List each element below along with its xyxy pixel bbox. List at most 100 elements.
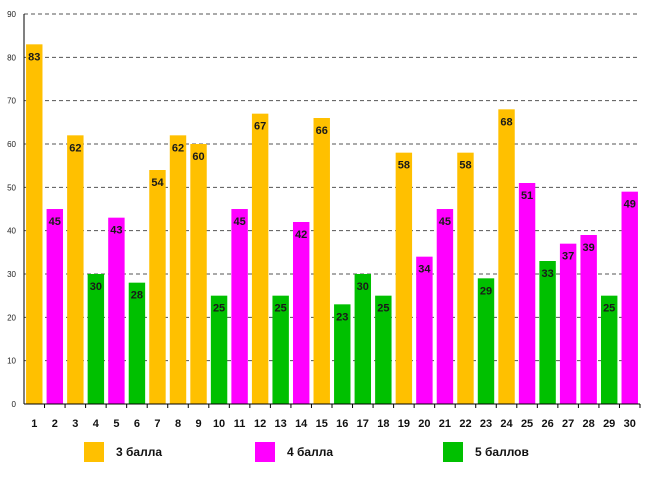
data-label: 58	[398, 160, 410, 172]
bar	[128, 282, 146, 404]
bar	[498, 109, 515, 404]
y-tick-label: 50	[7, 183, 16, 192]
bar	[621, 191, 638, 404]
x-tick-label: 15	[316, 418, 328, 430]
data-label: 30	[357, 281, 369, 293]
data-label: 54	[151, 177, 164, 189]
bar	[87, 274, 105, 404]
data-label: 66	[316, 125, 328, 137]
bar	[580, 235, 597, 404]
bar	[457, 152, 474, 404]
bar	[149, 170, 166, 404]
data-label: 33	[541, 268, 553, 280]
y-tick-label: 20	[7, 313, 16, 322]
legend-swatch-5	[443, 442, 463, 462]
x-tick-label: 24	[500, 418, 513, 430]
x-tick-label: 10	[213, 418, 225, 430]
bar	[251, 113, 269, 405]
x-tick-label: 11	[234, 418, 246, 430]
data-label: 28	[131, 290, 143, 302]
y-tick-label: 90	[7, 10, 16, 19]
x-tick-label: 12	[254, 418, 266, 430]
data-label: 49	[624, 199, 636, 211]
bar	[559, 243, 577, 404]
x-tick-label: 5	[113, 418, 119, 430]
y-tick-label: 30	[7, 270, 16, 279]
bar	[210, 295, 228, 404]
bar	[108, 217, 125, 404]
data-label: 51	[521, 190, 533, 202]
x-tick-label: 25	[521, 418, 533, 430]
legend-item-5: 5 баллов	[443, 440, 529, 464]
bar	[600, 295, 618, 404]
x-tick-label: 9	[195, 418, 201, 430]
legend-item-3: 3 балла	[84, 440, 162, 464]
bar	[272, 295, 289, 404]
data-label: 45	[439, 216, 451, 228]
data-label: 30	[90, 281, 102, 293]
bar	[375, 295, 392, 404]
x-tick-label: 30	[624, 418, 636, 430]
x-tick-label: 8	[175, 418, 181, 430]
x-tick-label: 22	[459, 418, 471, 430]
data-labels: 83 45 62 30 43 28 54 62 60 25 45 67 25 42 66 23 30 25 58 34…	[28, 51, 636, 323]
data-label: 42	[295, 229, 307, 241]
x-tick-label: 27	[562, 418, 574, 430]
data-label: 62	[172, 142, 184, 154]
data-label: 23	[336, 311, 348, 323]
x-tick-label: 2	[52, 418, 58, 430]
x-tick-label: 7	[154, 418, 160, 430]
data-label: 68	[500, 116, 512, 128]
x-tick-label: 26	[541, 418, 553, 430]
bar	[539, 261, 556, 404]
data-label: 37	[562, 251, 574, 263]
data-label: 62	[69, 142, 81, 154]
x-tick-label: 4	[93, 418, 100, 430]
y-tick-label: 80	[7, 53, 16, 62]
data-label: 43	[110, 225, 122, 237]
data-label: 25	[603, 303, 615, 315]
bar	[477, 278, 495, 404]
x-tick-label: 13	[275, 418, 287, 430]
legend-swatch-3	[84, 442, 104, 462]
bar	[416, 256, 433, 404]
bar	[313, 118, 330, 404]
data-label: 25	[213, 303, 225, 315]
data-label: 25	[377, 303, 389, 315]
data-label: 45	[49, 216, 61, 228]
x-tick-label: 1	[31, 418, 37, 430]
bar	[46, 209, 64, 404]
x-tick-label: 21	[439, 418, 451, 430]
y-tick-label: 70	[7, 97, 16, 106]
x-tick-label: 23	[480, 418, 492, 430]
gridlines	[24, 13, 640, 362]
x-axis-ticks: 1 2 3 4 5 6 7 8 9 10 11 12 13 14 15 16 17 18 19 20 21 22 23 24 2…	[31, 404, 641, 430]
bar	[436, 209, 454, 404]
data-label: 58	[459, 160, 471, 172]
x-tick-label: 28	[583, 418, 595, 430]
x-tick-label: 18	[377, 418, 389, 430]
legend-label-5: 5 баллов	[475, 445, 529, 459]
bar	[169, 135, 187, 405]
data-label: 25	[275, 303, 287, 315]
bar	[292, 222, 310, 404]
bar	[518, 183, 536, 404]
legend-label-3: 3 балла	[116, 445, 163, 459]
x-tick-label: 3	[72, 418, 78, 430]
bar	[67, 135, 84, 405]
bar	[26, 44, 43, 404]
data-label: 29	[480, 285, 492, 297]
bar	[231, 209, 248, 404]
legend-swatch-4	[255, 442, 275, 462]
y-axis-ticks: 0 10 20 30 40 50 60 70 80 90	[7, 10, 16, 409]
legend-item-4: 4 балла	[255, 440, 333, 464]
bar	[190, 144, 207, 404]
bar	[334, 304, 351, 404]
x-tick-label: 29	[603, 418, 615, 430]
data-label: 83	[28, 51, 40, 63]
data-label: 45	[233, 216, 245, 228]
x-tick-label: 17	[357, 418, 369, 430]
x-tick-label: 19	[398, 418, 410, 430]
y-tick-label: 10	[7, 357, 16, 366]
